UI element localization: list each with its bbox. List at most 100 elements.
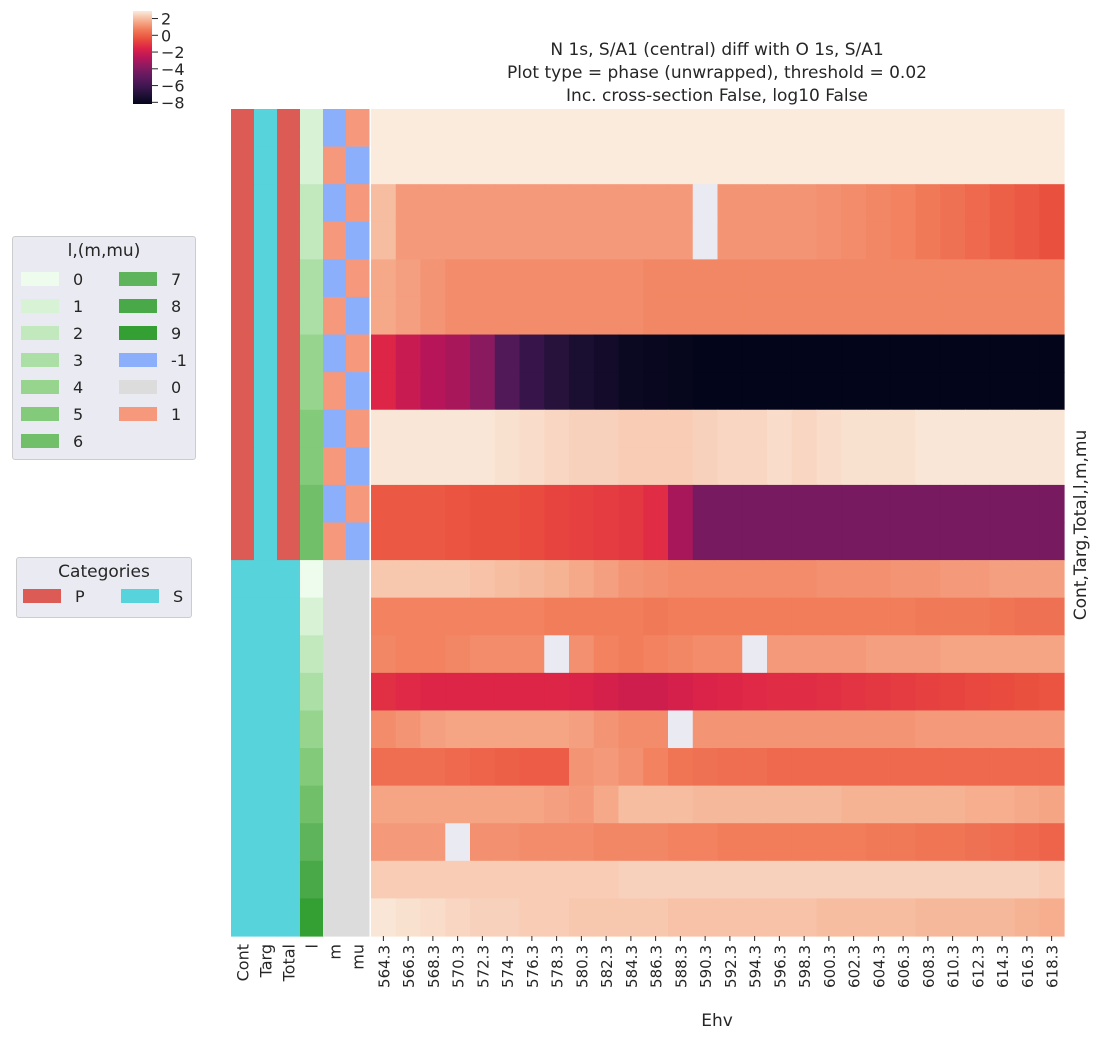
heatmap-cell xyxy=(890,146,917,185)
heatmap-cell xyxy=(915,409,941,448)
heatmap-cell xyxy=(470,710,496,749)
row-color-cell xyxy=(277,221,301,260)
heatmap-cell xyxy=(494,409,521,448)
x-tick-label: 596.3 xyxy=(771,945,789,988)
heatmap-cell xyxy=(767,221,793,260)
row-color-cell xyxy=(254,560,278,599)
colorbar-tick-label: 2 xyxy=(161,10,171,29)
heatmap-cell xyxy=(742,146,768,185)
heatmap-cell xyxy=(371,597,397,636)
heatmap-cell xyxy=(519,259,545,298)
heatmap-cell xyxy=(1014,710,1040,749)
heatmap-cell xyxy=(470,334,496,373)
heatmap-cell xyxy=(1039,597,1065,636)
heatmap-cell xyxy=(544,372,570,411)
heatmap-cell xyxy=(742,259,768,298)
heatmap-cell xyxy=(494,184,521,223)
heatmap-cell xyxy=(890,221,917,260)
row-color-cell xyxy=(323,710,347,749)
heatmap-cell xyxy=(692,823,719,862)
heatmap-cell xyxy=(569,785,595,824)
heatmap-cell xyxy=(668,296,694,336)
row-color-cell xyxy=(254,447,278,486)
heatmap-cell xyxy=(816,372,842,411)
heatmap-cell xyxy=(395,259,422,298)
heatmap-cell xyxy=(1014,860,1040,900)
row-color-cell xyxy=(254,597,278,636)
row-color-cell xyxy=(231,748,255,787)
heatmap-cell xyxy=(494,372,521,411)
heatmap-cell xyxy=(767,296,793,336)
heatmap-cell xyxy=(643,409,669,448)
heatmap-cell xyxy=(494,522,521,561)
heatmap-cell xyxy=(544,785,570,824)
heatmap-cell xyxy=(742,860,768,900)
heatmap-cell xyxy=(420,296,446,336)
legend-item: 6 xyxy=(21,429,83,453)
heatmap-cell xyxy=(890,522,917,561)
heatmap-cell xyxy=(420,259,446,298)
heatmap-cell xyxy=(395,597,422,636)
legend-item: 2 xyxy=(21,321,83,345)
legend-item: 7 xyxy=(119,267,181,291)
heatmap-cell xyxy=(1039,823,1065,862)
heatmap-cell xyxy=(866,484,892,524)
x-tick-label: 600.3 xyxy=(821,945,839,988)
heatmap-cell xyxy=(1039,296,1065,336)
heatmap-cell xyxy=(1039,259,1065,298)
heatmap-cell xyxy=(668,522,694,561)
heatmap-cell xyxy=(866,710,892,749)
heatmap-cell xyxy=(1039,109,1065,148)
row-color-cell xyxy=(300,785,324,824)
heatmap-cell xyxy=(989,146,1016,185)
heatmap-cell xyxy=(1039,860,1065,900)
heatmap-cell xyxy=(742,522,768,561)
legend-item: 1 xyxy=(21,294,83,318)
legend-label: 8 xyxy=(171,296,182,316)
row-color-cell xyxy=(277,635,301,674)
x-tick-label: 604.3 xyxy=(870,945,888,988)
heatmap-cell xyxy=(519,221,545,260)
heatmap-cell xyxy=(544,597,570,636)
heatmap-cell xyxy=(618,409,644,448)
row-color-cell xyxy=(323,672,347,712)
legend-label: S xyxy=(173,586,184,606)
row-color-cell xyxy=(300,860,324,900)
heatmap-cell xyxy=(692,860,719,900)
heatmap-cell xyxy=(395,635,422,674)
legend-label: 3 xyxy=(73,350,84,370)
x-tick-label: 606.3 xyxy=(895,945,913,988)
heatmap-cell xyxy=(989,184,1016,223)
row-color-cell xyxy=(346,409,370,448)
row-color-cell xyxy=(254,785,278,824)
heatmap-cell xyxy=(791,823,818,862)
heatmap-cell xyxy=(1014,334,1040,373)
heatmap-cell xyxy=(1014,898,1040,937)
heatmap-cell xyxy=(470,560,496,599)
heatmap-cell xyxy=(593,560,620,599)
heatmap-cell xyxy=(816,560,842,599)
heatmap-cell xyxy=(940,748,966,787)
heatmap-cell xyxy=(371,898,397,937)
heatmap-cell xyxy=(989,748,1016,787)
heatmap-cell xyxy=(816,860,842,900)
heatmap-cell xyxy=(544,296,570,336)
heatmap-cell xyxy=(915,635,941,674)
row-color-cell xyxy=(231,860,255,900)
heatmap-cell xyxy=(643,823,669,862)
legend-l-m-mu-title: l,(m,mu) xyxy=(67,241,141,261)
heatmap-cell xyxy=(890,109,917,148)
heatmap-cell xyxy=(445,597,471,636)
heatmap-cell xyxy=(445,184,471,223)
heatmap-cell xyxy=(692,898,719,937)
x-tick-label: 602.3 xyxy=(846,945,864,988)
heatmap-cell xyxy=(791,560,818,599)
legend-swatch xyxy=(119,272,157,286)
heatmap-cell xyxy=(940,296,966,336)
row-color-cell xyxy=(300,184,324,223)
heatmap-cell xyxy=(420,484,446,524)
row-color-cell xyxy=(231,898,255,937)
heatmap-cell xyxy=(470,146,496,185)
heatmap-cell xyxy=(445,823,471,862)
heatmap-cell xyxy=(494,447,521,486)
